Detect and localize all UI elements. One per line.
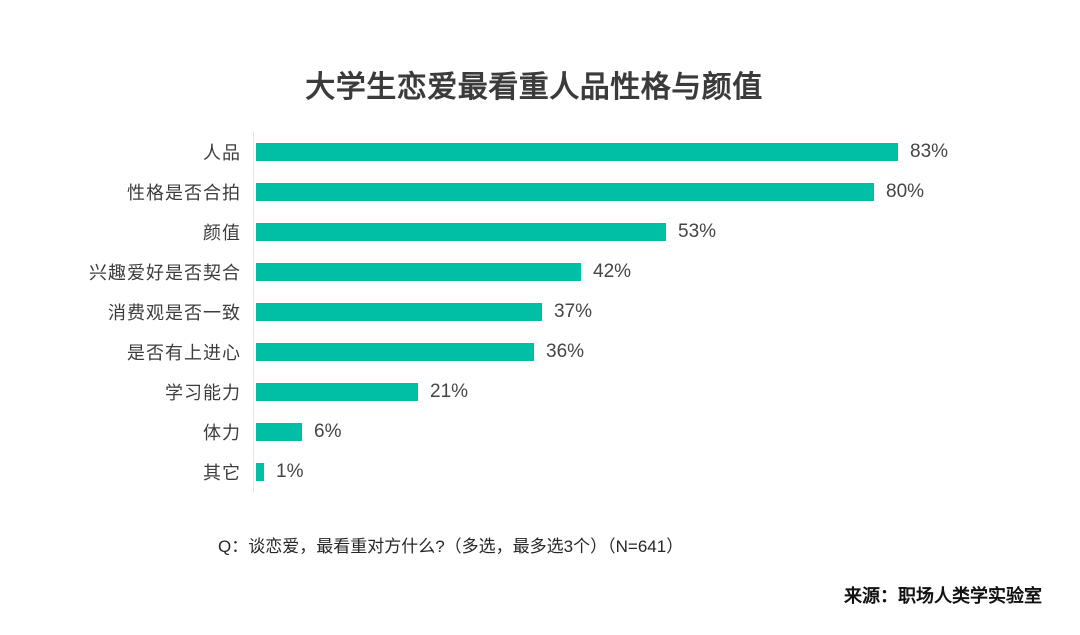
bar-row: 性格是否合拍 80%: [0, 172, 1080, 212]
category-label: 学习能力: [165, 383, 241, 403]
bar-row: 消费观是否一致 37%: [0, 292, 1080, 332]
category-label: 其它: [203, 463, 241, 483]
bar-track: 53%: [253, 212, 1080, 252]
value-label: 80%: [886, 181, 925, 202]
bar-track: 21%: [253, 372, 1080, 412]
bar-chart: 人品 83% 性格是否合拍 80% 颜值 53% 兴趣爱好是否契合 42% 消费观是否一致 37%…: [0, 132, 1080, 492]
category-label: 性格是否合拍: [127, 183, 241, 203]
bar-track: 80%: [253, 172, 1080, 212]
source-text: 来源：职场人类学实验室: [844, 586, 1042, 606]
bar-row: 人品 83%: [0, 132, 1080, 172]
value-label: 53%: [678, 221, 717, 242]
bar-row: 是否有上进心 36%: [0, 332, 1080, 372]
bar-track: 6%: [253, 412, 1080, 452]
bar-row: 颜值 53%: [0, 212, 1080, 252]
value-label: 36%: [546, 341, 585, 362]
bar-row: 体力 6%: [0, 412, 1080, 452]
value-label: 1%: [276, 461, 304, 482]
bar-fill: [256, 383, 418, 401]
value-label: 6%: [314, 421, 342, 442]
category-label: 是否有上进心: [127, 343, 241, 363]
bar-track: 42%: [253, 252, 1080, 292]
bar-fill: [256, 143, 898, 161]
bar-fill: [256, 423, 302, 441]
question-text: Q：谈恋爱，最看重对方什么?（多选，最多选3个）（N=641）: [218, 537, 684, 556]
bar-row: 兴趣爱好是否契合 42%: [0, 252, 1080, 292]
bar-track: 83%: [253, 132, 1080, 172]
bar-track: 37%: [253, 292, 1080, 332]
bar-track: 36%: [253, 332, 1080, 372]
bar-track: 1%: [253, 452, 1080, 492]
value-label: 42%: [593, 261, 632, 282]
bar-fill: [256, 343, 534, 361]
chart-title: 大学生恋爱最看重人品性格与颜值: [305, 71, 763, 104]
bar-fill: [256, 463, 264, 481]
value-label: 37%: [554, 301, 593, 322]
category-label: 颜值: [203, 223, 241, 243]
bar-fill: [256, 223, 666, 241]
bar-row: 其它 1%: [0, 452, 1080, 492]
value-label: 83%: [910, 141, 949, 162]
category-label: 人品: [203, 143, 241, 163]
category-label: 兴趣爱好是否契合: [89, 263, 241, 283]
value-label: 21%: [430, 381, 469, 402]
bar-fill: [256, 303, 542, 321]
bar-row: 学习能力 21%: [0, 372, 1080, 412]
category-label: 体力: [203, 423, 241, 443]
bar-fill: [256, 263, 581, 281]
category-label: 消费观是否一致: [108, 303, 241, 323]
bar-fill: [256, 183, 874, 201]
